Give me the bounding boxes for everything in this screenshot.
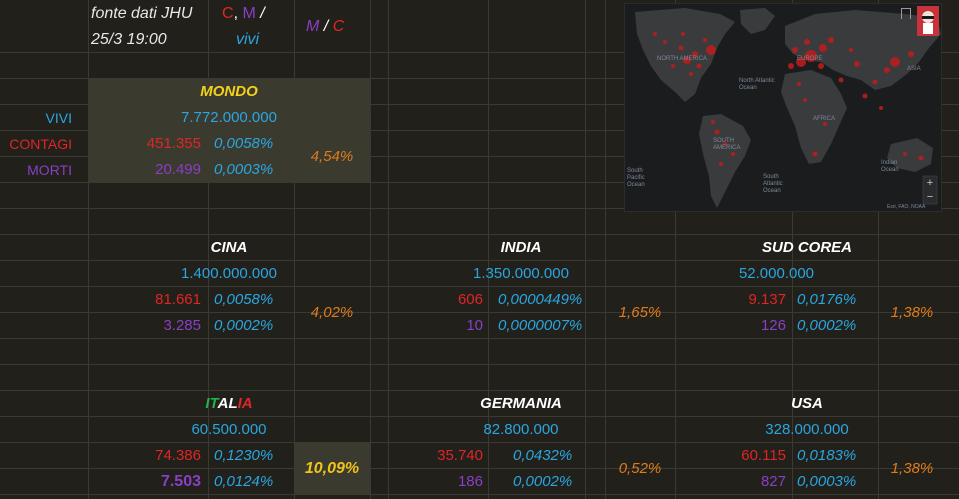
world-title: MONDO [200, 83, 258, 100]
label-morti: MORTI [27, 162, 72, 178]
sud-corea-cases: 9.137 [748, 291, 786, 308]
map-label-north-atlantic: North Atlantic Ocean [739, 78, 775, 91]
map-zoom-out-button[interactable]: − [926, 191, 934, 203]
germania-population: 82.800.000 [483, 421, 559, 438]
map-attribution: Esri, FAO, NOAA [887, 204, 926, 210]
india-population: 1.350.000.000 [473, 265, 569, 282]
usa-cases-pct: 0,0183% [797, 447, 857, 464]
label-vivi: VIVI [45, 110, 72, 126]
cina-deaths-pct: 0,0002% [214, 317, 274, 334]
map-zoom-in-button[interactable]: + [926, 177, 934, 189]
map-label-indian-ocean: Indian Ocean [881, 160, 899, 173]
country-title-sud-corea: SUD COREA [761, 239, 852, 256]
map-label-south-atlantic: South Atlantic Ocean [763, 174, 783, 194]
eurasia-shape [785, 10, 941, 90]
greenland-shape [740, 8, 775, 34]
italia-deaths: 7.503 [160, 473, 201, 490]
legend-ratio-1: C, M / [222, 5, 265, 22]
country-title-usa: USA [791, 395, 823, 412]
india-mortality: 1,65% [618, 304, 662, 321]
usa-deaths-pct: 0,0003% [797, 473, 857, 490]
germania-cases: 35.740 [437, 447, 483, 464]
germania-deaths: 186 [457, 473, 483, 490]
germania-mortality: 0,52% [618, 460, 662, 477]
italia-mortality: 10,09% [304, 460, 360, 477]
india-deaths-pct: 0,0000007% [498, 317, 583, 334]
cina-cases: 81.661 [155, 291, 201, 308]
australia-shape [887, 138, 933, 172]
sud-corea-deaths-pct: 0,0002% [797, 317, 857, 334]
sud-corea-population: 52.000.000 [738, 265, 815, 282]
source-date: 25/3 19:00 [91, 31, 167, 48]
country-title-germania: GERMANIA [480, 395, 562, 412]
africa-shape [781, 70, 847, 164]
bookmark-icon[interactable] [901, 8, 911, 19]
label-contagi: CONTAGI [9, 136, 72, 152]
italia-cases-pct: 0,1230% [214, 447, 274, 464]
cina-deaths: 3.285 [163, 317, 201, 334]
world-map-graphic [625, 4, 941, 211]
usa-mortality: 1,38% [890, 460, 934, 477]
india-cases: 606 [457, 291, 483, 308]
map-label-south-america: SOUTH AMERICA [713, 138, 741, 151]
india-deaths: 10 [466, 317, 483, 334]
italia-cases: 74.386 [155, 447, 201, 464]
sud-corea-mortality: 1,38% [890, 304, 934, 321]
map-label-north-america: NORTH AMERICA [657, 56, 707, 62]
south-america-shape [699, 114, 751, 208]
italia-deaths-pct: 0,0124% [214, 473, 274, 490]
map-label-south-pacific: South Pacific Ocean [627, 168, 645, 188]
map-label-europe: EUROPE [797, 56, 823, 62]
north-america-shape [635, 8, 735, 102]
india-cases-pct: 0,0000449% [498, 291, 583, 308]
usa-population: 328.000.000 [765, 421, 849, 438]
country-title-italia: ITALIA [205, 395, 253, 412]
world-population: 7.772.000.000 [181, 109, 277, 126]
germania-cases-pct: 0,0432% [513, 447, 573, 464]
italia-population: 60.500.000 [191, 421, 267, 438]
country-title-cina: CINA [210, 239, 248, 256]
world-deaths: 20.499 [155, 161, 201, 178]
sud-corea-cases-pct: 0,0176% [797, 291, 857, 308]
usa-deaths: 827 [760, 473, 786, 490]
world-mortality: 4,54% [310, 148, 354, 165]
covid-world-map[interactable]: NORTH AMERICA EUROPE ASIA AFRICA SOUTH A… [624, 3, 942, 212]
map-label-africa: AFRICA [813, 116, 836, 122]
world-cases-pct: 0,0058% [214, 135, 274, 152]
country-title-india: INDIA [500, 239, 542, 256]
world-cases: 451.355 [146, 135, 201, 152]
cina-cases-pct: 0,0058% [214, 291, 274, 308]
cina-population: 1.400.000.000 [181, 265, 277, 282]
germania-deaths-pct: 0,0002% [513, 473, 573, 490]
map-label-asia: ASIA [907, 66, 921, 72]
sud-corea-deaths: 126 [760, 317, 786, 334]
usa-cases: 60.115 [741, 447, 786, 464]
legend-ratio-1-denominator: vivi [236, 31, 260, 48]
legend-ratio-2: M / C [306, 18, 345, 35]
world-deaths-pct: 0,0003% [214, 161, 274, 178]
cina-mortality: 4,02% [310, 304, 354, 321]
source-note: fonte dati JHU [91, 5, 193, 22]
